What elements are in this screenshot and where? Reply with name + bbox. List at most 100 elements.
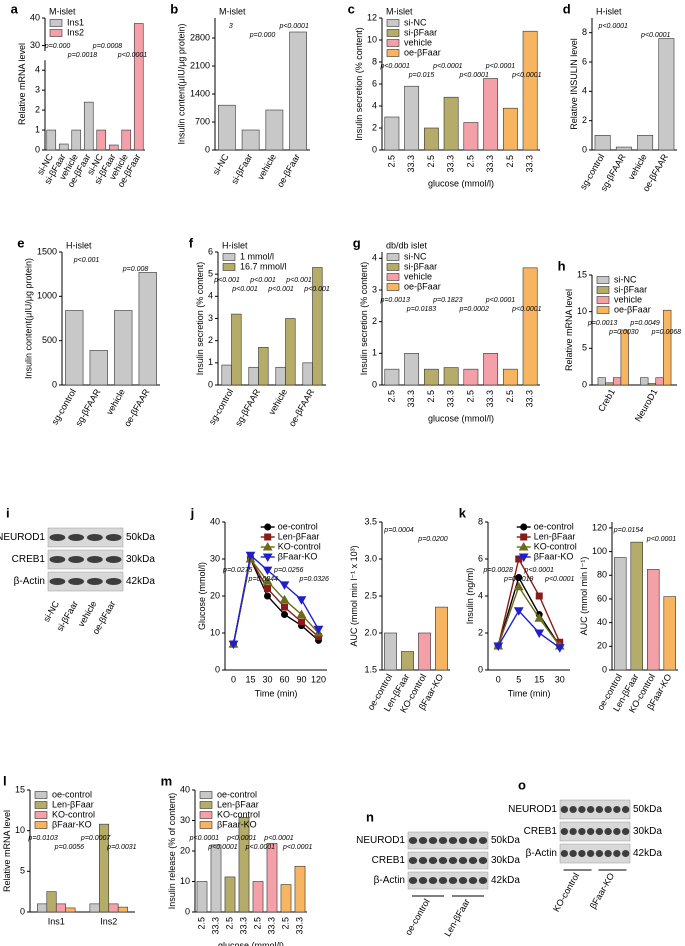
- blot-band: [586, 850, 595, 857]
- blot-band: [458, 877, 468, 884]
- bar: [83, 101, 94, 151]
- legend-label: KO-control: [52, 809, 95, 819]
- marker: [518, 553, 529, 563]
- bar: [266, 843, 278, 913]
- x-tick-label: 33.3: [525, 390, 535, 408]
- bar: [594, 135, 611, 151]
- blot-band: [569, 806, 577, 813]
- blot-band: [105, 578, 122, 585]
- x-tick-label: 33.3: [446, 155, 456, 173]
- y-tick-label: 100: [592, 546, 607, 556]
- legend-label: Ins1: [67, 17, 84, 27]
- y-tick-label: 5: [20, 866, 25, 876]
- blot-band: [560, 828, 569, 835]
- y-axis-label: Insulin (ng/ml): [465, 568, 475, 625]
- x-tick-label: 33.3: [294, 917, 304, 935]
- panel-title: H-islet: [222, 240, 248, 250]
- blot-band: [569, 850, 577, 857]
- legend-label: KO-control: [278, 541, 321, 551]
- blot-band: [604, 828, 612, 835]
- x-tick-label: 2.5: [465, 155, 475, 168]
- x-tick-label: vehicle: [255, 152, 278, 181]
- panel-letter: h: [558, 258, 566, 273]
- panel-letter: a: [11, 1, 19, 16]
- y-tick-label: 1500: [37, 246, 57, 256]
- bar: [463, 122, 479, 151]
- x-tick-label: sg-βFAAR: [233, 387, 263, 428]
- marker: [520, 523, 528, 531]
- legend-swatch: [386, 19, 400, 27]
- legend-label: si-βFaar: [404, 261, 437, 271]
- y-axis-label: Glucose (mmol/l): [197, 562, 207, 630]
- line: [497, 609, 561, 649]
- bar: [114, 310, 133, 386]
- legend-label: oe-βFaar: [404, 281, 441, 291]
- y-tick-label: 30: [210, 553, 220, 563]
- marker: [554, 644, 565, 653]
- blot-band: [87, 534, 103, 541]
- p-value: p=0.0019: [503, 576, 533, 583]
- bar: [241, 129, 260, 151]
- p-value: p<0.0001: [117, 52, 147, 59]
- y-tick-label: 20: [210, 590, 220, 600]
- bar: [37, 903, 48, 913]
- y-tick-label: 4: [35, 65, 40, 75]
- y-tick-label: 40: [180, 784, 190, 794]
- y-tick-label: 5: [208, 269, 213, 279]
- x-tick-label: 2.5: [280, 917, 290, 930]
- x-tick-label: vehicle: [104, 387, 127, 416]
- bar: [265, 109, 284, 151]
- blot-band: [613, 806, 621, 813]
- bar: [46, 891, 57, 913]
- blot-band: [428, 857, 438, 864]
- lane-label: KO-control: [551, 871, 581, 913]
- blot-strip: [407, 871, 489, 890]
- p-value: p=0.0007: [80, 835, 111, 842]
- legend-label: vehicle: [404, 271, 432, 281]
- legend-label: 16.7 mmol/l: [240, 261, 287, 271]
- y-axis-label: AUC (mmol min l⁻¹ x 10³): [349, 545, 359, 646]
- bar: [133, 23, 144, 151]
- x-tick-label: vehicle: [626, 152, 649, 181]
- x-axis-label: glucose (mmol/l): [428, 178, 494, 188]
- p-value: p=0.0183: [406, 306, 436, 313]
- x-tick-label: vehicle: [267, 387, 290, 416]
- bar: [384, 116, 400, 151]
- panel-letter: j: [190, 505, 195, 520]
- y-tick-label: 4: [582, 86, 587, 96]
- panel-letter: c: [348, 1, 355, 16]
- p-value: p<0.001: [249, 277, 276, 284]
- bar: [620, 329, 629, 386]
- y-tick-label: 6: [478, 553, 483, 563]
- x-tick-label: 0: [231, 674, 236, 684]
- y-tick-label: 10: [180, 876, 190, 886]
- blot-band: [428, 837, 438, 844]
- bar: [121, 129, 132, 151]
- y-tick-label: 15: [577, 269, 587, 279]
- x-tick-label: 90: [296, 674, 306, 684]
- x-tick-label: 33.3: [406, 155, 416, 173]
- x-tick-label: 33.3: [525, 155, 535, 173]
- legend-swatch: [199, 821, 213, 829]
- legend-swatch: [34, 801, 48, 809]
- lane-label: βFaar-KO: [588, 871, 617, 910]
- p-value: p<0.0001: [245, 844, 275, 851]
- bar: [218, 104, 236, 151]
- blot-band: [438, 877, 448, 884]
- p-value: p=0.008: [122, 266, 149, 273]
- bar: [289, 31, 307, 151]
- size-label: 50kDa: [126, 532, 155, 543]
- bar: [647, 383, 657, 386]
- protein-label: CREB1: [372, 855, 406, 866]
- bar: [647, 569, 660, 671]
- y-tick-label: 0: [602, 664, 607, 674]
- p-value: p=0.000: [44, 43, 71, 50]
- size-label: 30kDa: [491, 855, 520, 866]
- y-tick-label: 4: [208, 291, 213, 301]
- legend-label: vehicle: [614, 294, 642, 304]
- y-tick-label: 40: [30, 12, 40, 22]
- blot-band: [578, 828, 586, 835]
- y-tick-label: 6: [208, 246, 213, 256]
- x-tick-label: si-βFaar: [229, 152, 254, 186]
- p-value: p=0.0044: [248, 576, 278, 583]
